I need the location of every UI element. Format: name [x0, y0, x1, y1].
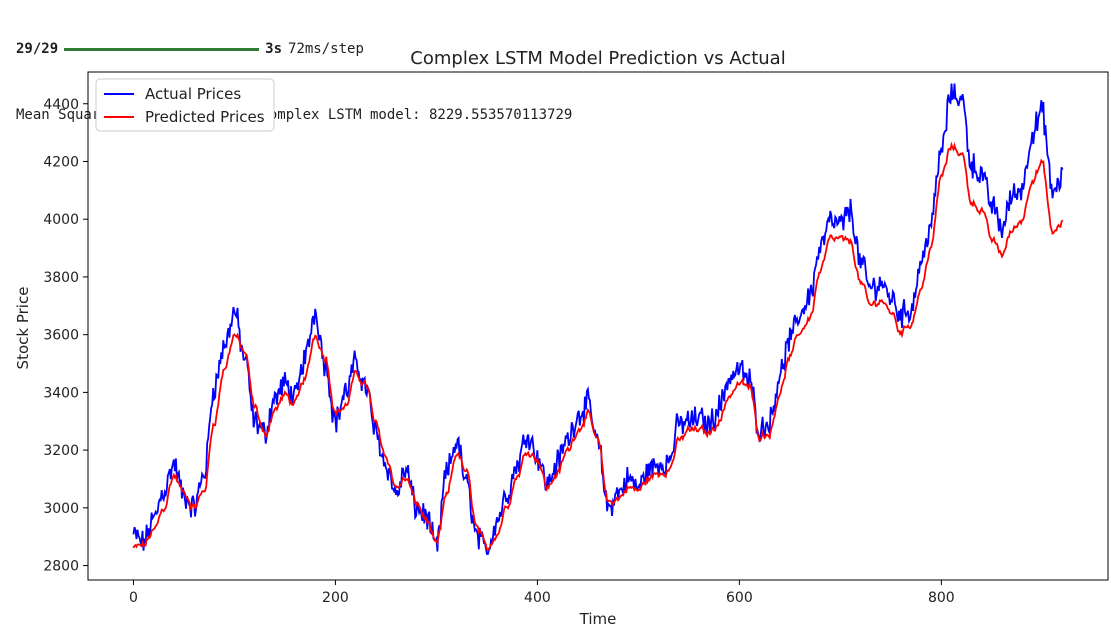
- legend: Actual Prices Predicted Prices: [95, 78, 275, 132]
- y-tick-label: 4000: [43, 212, 79, 228]
- y-tick-label: 3000: [43, 501, 79, 517]
- y-tick-label: 3600: [43, 328, 79, 344]
- y-tick-label: 2800: [43, 559, 79, 575]
- x-tick-label: 600: [726, 590, 753, 606]
- legend-box: [95, 78, 275, 132]
- legend-entry: Predicted Prices: [145, 108, 265, 126]
- x-tick-label: 0: [129, 590, 138, 606]
- y-axis-label: Stock Price: [14, 287, 32, 370]
- progress-steps: 29/29: [16, 41, 59, 57]
- progress-time: 3s: [265, 41, 283, 57]
- progress-bar: [64, 47, 260, 51]
- chart-title: Complex LSTM Model Prediction vs Actual: [410, 48, 785, 69]
- x-tick-label: 400: [524, 590, 551, 606]
- y-tick-label: 4400: [43, 97, 79, 113]
- progress-rate: 72ms/step: [288, 41, 364, 57]
- y-tick-label: 4200: [43, 154, 79, 170]
- x-axis-label: Time: [579, 610, 617, 628]
- series-line-actual-prices: [132, 83, 1064, 555]
- plot-area: 0 200 400 600 800 2800 3000 3200 3400 3600 3800 400…: [43, 71, 1109, 606]
- series-line-predicted-prices: [132, 141, 1064, 552]
- x-tick-label: 200: [322, 590, 349, 606]
- x-tick-label: 800: [928, 590, 955, 606]
- y-tick-label: 3200: [43, 443, 79, 459]
- y-tick-label: 3400: [43, 385, 79, 401]
- y-tick-label: 3800: [43, 270, 79, 286]
- legend-entry: Actual Prices: [145, 85, 241, 103]
- progress-line: 29/29 3s 72ms/step: [16, 38, 572, 60]
- plot-frame: [87, 71, 1109, 581]
